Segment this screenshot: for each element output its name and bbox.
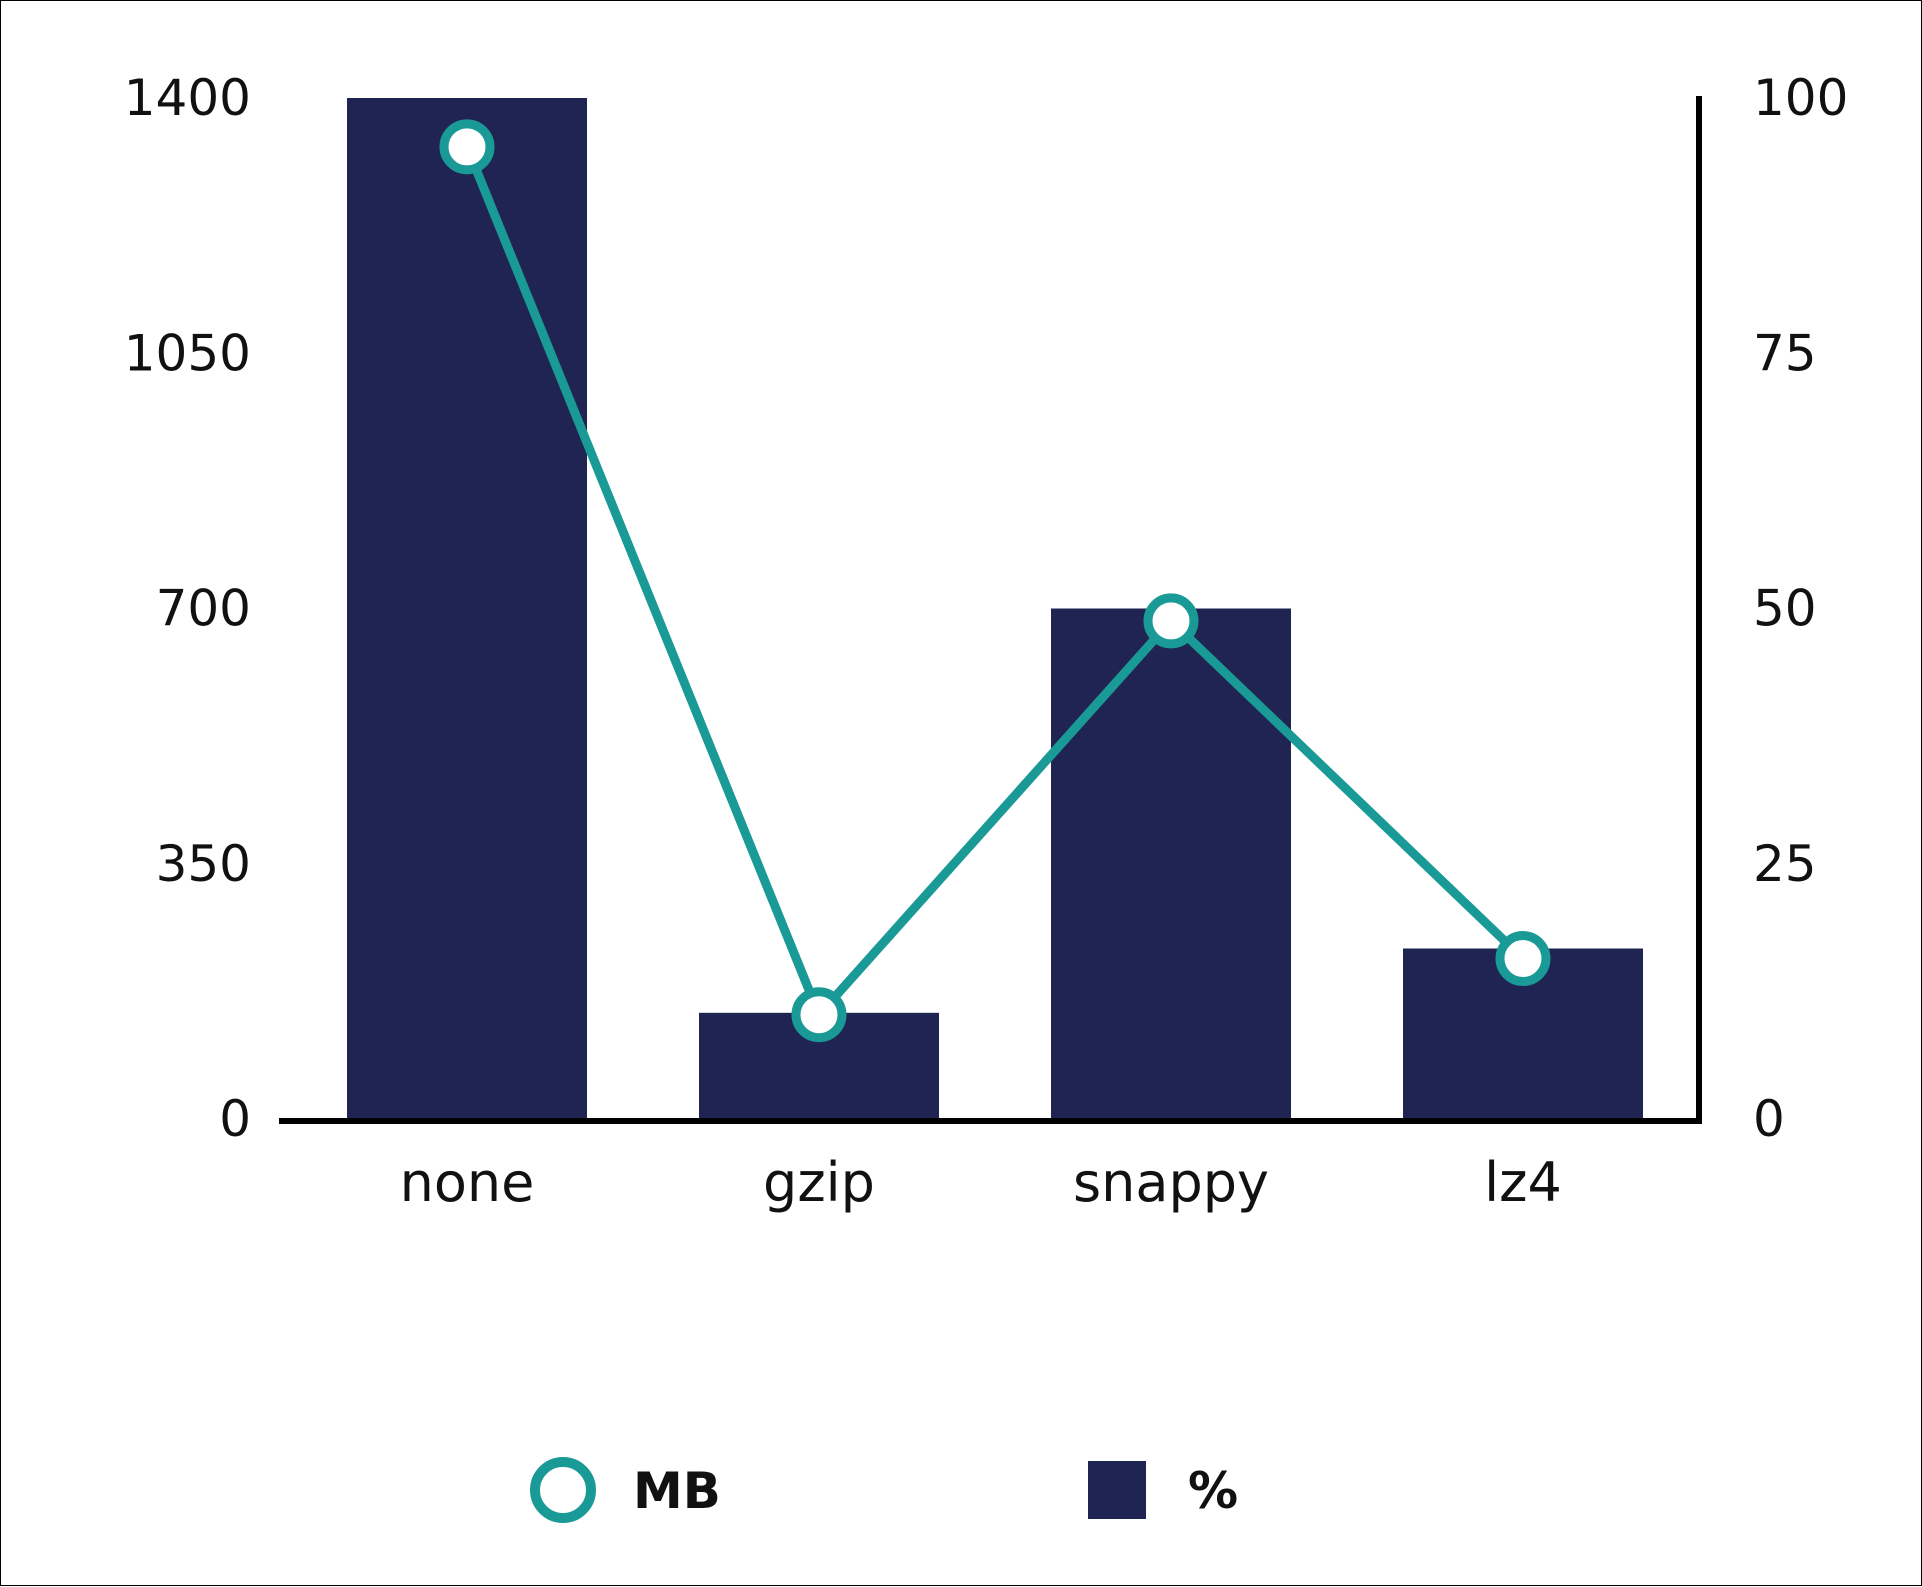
x-tick-labels: none gzip snappy lz4 xyxy=(400,1151,1562,1214)
x-tick-label: snappy xyxy=(1073,1151,1269,1214)
right-tick-label: 0 xyxy=(1753,1090,1785,1148)
left-tick-label: 0 xyxy=(219,1090,251,1148)
legend-label-percent: % xyxy=(1188,1462,1238,1520)
right-tick-label: 25 xyxy=(1753,835,1817,893)
left-tick-label: 350 xyxy=(156,835,251,893)
x-tick-label: gzip xyxy=(763,1151,875,1214)
line-series xyxy=(439,119,1551,1043)
bar-series xyxy=(347,98,1643,1119)
legend-marker-mb xyxy=(530,1457,596,1523)
left-tick-label: 1050 xyxy=(124,324,251,382)
mb-marker-none xyxy=(439,119,495,175)
x-tick-label: lz4 xyxy=(1484,1151,1562,1214)
mb-marker-snappy xyxy=(1143,593,1199,649)
left-y-tick-labels: 0 350 700 1050 1400 xyxy=(124,69,251,1148)
mb-markers xyxy=(439,119,1551,1043)
legend-swatch-percent xyxy=(1088,1461,1146,1519)
right-tick-label: 100 xyxy=(1753,69,1848,127)
bar-snappy xyxy=(1051,608,1291,1119)
legend-label-mb: MB xyxy=(633,1462,721,1520)
bar-none xyxy=(347,98,587,1119)
mb-marker-lz4 xyxy=(1495,931,1551,987)
left-tick-label: 1400 xyxy=(124,69,251,127)
mb-marker-gzip xyxy=(791,987,847,1043)
right-tick-label: 50 xyxy=(1753,580,1817,638)
right-y-tick-labels: 0 25 50 75 100 xyxy=(1753,69,1848,1148)
axes xyxy=(279,96,1702,1124)
right-tick-label: 75 xyxy=(1753,324,1817,382)
mb-series-line xyxy=(462,145,1527,1020)
legend: MB % xyxy=(530,1457,1238,1523)
x-tick-label: none xyxy=(400,1151,535,1214)
left-tick-label: 700 xyxy=(156,580,251,638)
